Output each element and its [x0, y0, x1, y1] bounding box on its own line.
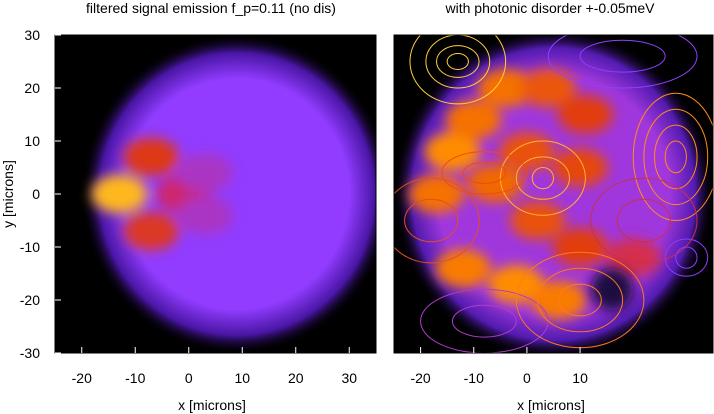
- right-panel: with photonic disorder +-0.05meV -20 -10 0…: [393, 0, 714, 413]
- disorder-contour-line: [409, 35, 507, 105]
- emission-hotspot: [176, 153, 233, 192]
- y-tick-label: -30: [20, 345, 40, 361]
- left-xlabel: x [microns]: [178, 397, 246, 413]
- disorder-contour-line: [462, 161, 507, 184]
- disorder-contour-line: [441, 151, 528, 195]
- emission-hotspot: [520, 68, 576, 108]
- disorder-contour-line: [632, 92, 713, 221]
- y-tick-label: 0: [32, 186, 40, 202]
- disorder-contour-line: [579, 39, 666, 73]
- plot-frame: [393, 34, 714, 354]
- x-tick-label: 30: [341, 370, 357, 386]
- x-tick-label: -10: [464, 370, 484, 386]
- emission-hotspot: [408, 174, 465, 214]
- left-ylabel: y [microns]: [0, 160, 16, 228]
- y-tick-label: 10: [24, 133, 40, 149]
- left-title: filtered signal emission f_p=0.11 (no di…: [86, 0, 336, 16]
- disorder-contour-line: [654, 124, 698, 190]
- emission-dark-spot: [590, 268, 634, 311]
- emission-hotspot: [435, 249, 491, 288]
- disorder-contour-line: [446, 53, 469, 70]
- disorder-contour-line: [404, 198, 459, 243]
- emission-hotspot: [488, 265, 544, 304]
- x-tick-label: 20: [288, 370, 304, 386]
- disorder-contour-line: [451, 304, 517, 338]
- right-emission-map: [394, 35, 713, 353]
- emission-hotspot: [424, 132, 481, 171]
- disorder-contour-line: [425, 35, 491, 89]
- disorder-contour-line: [531, 167, 554, 190]
- emission-hotspot: [478, 68, 534, 108]
- disorder-contour-line: [547, 35, 698, 89]
- x-tick-label: -20: [72, 370, 92, 386]
- disorder-contour-line: [675, 246, 698, 269]
- left-axes: -20 -10 0 10 20 30 30 20 10 0 -10 -20 -30: [20, 27, 377, 386]
- emission-hotspot: [91, 174, 148, 214]
- emission-hotspot: [176, 196, 233, 235]
- emission-disk: [80, 35, 376, 353]
- disorder-contour-line: [436, 45, 480, 78]
- disorder-contour-line: [537, 267, 624, 333]
- x-tick-label: 0: [523, 370, 531, 386]
- right-title: with photonic disorder +-0.05meV: [445, 0, 656, 16]
- disorder-contour-line: [664, 238, 709, 277]
- right-axes: -20 -10 0 10: [393, 34, 714, 386]
- disorder-contour-line: [558, 283, 602, 317]
- y-tick-label: -10: [20, 239, 40, 255]
- x-tick-label: 10: [572, 370, 588, 386]
- x-tick-label: 0: [185, 370, 193, 386]
- left-emission-map: [80, 35, 376, 353]
- left-panel: filtered signal emission f_p=0.11 (no di…: [0, 0, 377, 413]
- x-tick-label: -10: [125, 370, 145, 386]
- disorder-contour-line: [590, 177, 698, 264]
- disorder-contour-line: [499, 140, 586, 216]
- emission-hotspot: [123, 137, 180, 176]
- emission-hotspot: [509, 201, 566, 240]
- emission-hotspot: [605, 238, 661, 277]
- y-tick-label: 20: [24, 80, 40, 96]
- y-tick-label: -20: [20, 292, 40, 308]
- emission-hotspot: [557, 95, 614, 134]
- disorder-contour-line: [643, 108, 709, 206]
- right-xlabel: x [microns]: [517, 397, 585, 413]
- disorder-contour-line: [616, 198, 671, 243]
- disorder-contour-line: [664, 140, 687, 174]
- emission-hotspot: [123, 212, 180, 251]
- emission-hotspot: [446, 100, 502, 139]
- emission-hotspot: [499, 132, 555, 171]
- y-tick-label: 30: [24, 27, 40, 43]
- emission-hotspot: [552, 148, 608, 187]
- emission-hotspot: [467, 164, 523, 203]
- emission-hotspot: [552, 227, 608, 267]
- x-tick-label: -20: [410, 370, 430, 386]
- disorder-contour-line: [394, 177, 480, 264]
- x-tick-label: 10: [234, 370, 250, 386]
- right-disorder-contours: [394, 35, 713, 353]
- disorder-contour-line: [515, 156, 570, 200]
